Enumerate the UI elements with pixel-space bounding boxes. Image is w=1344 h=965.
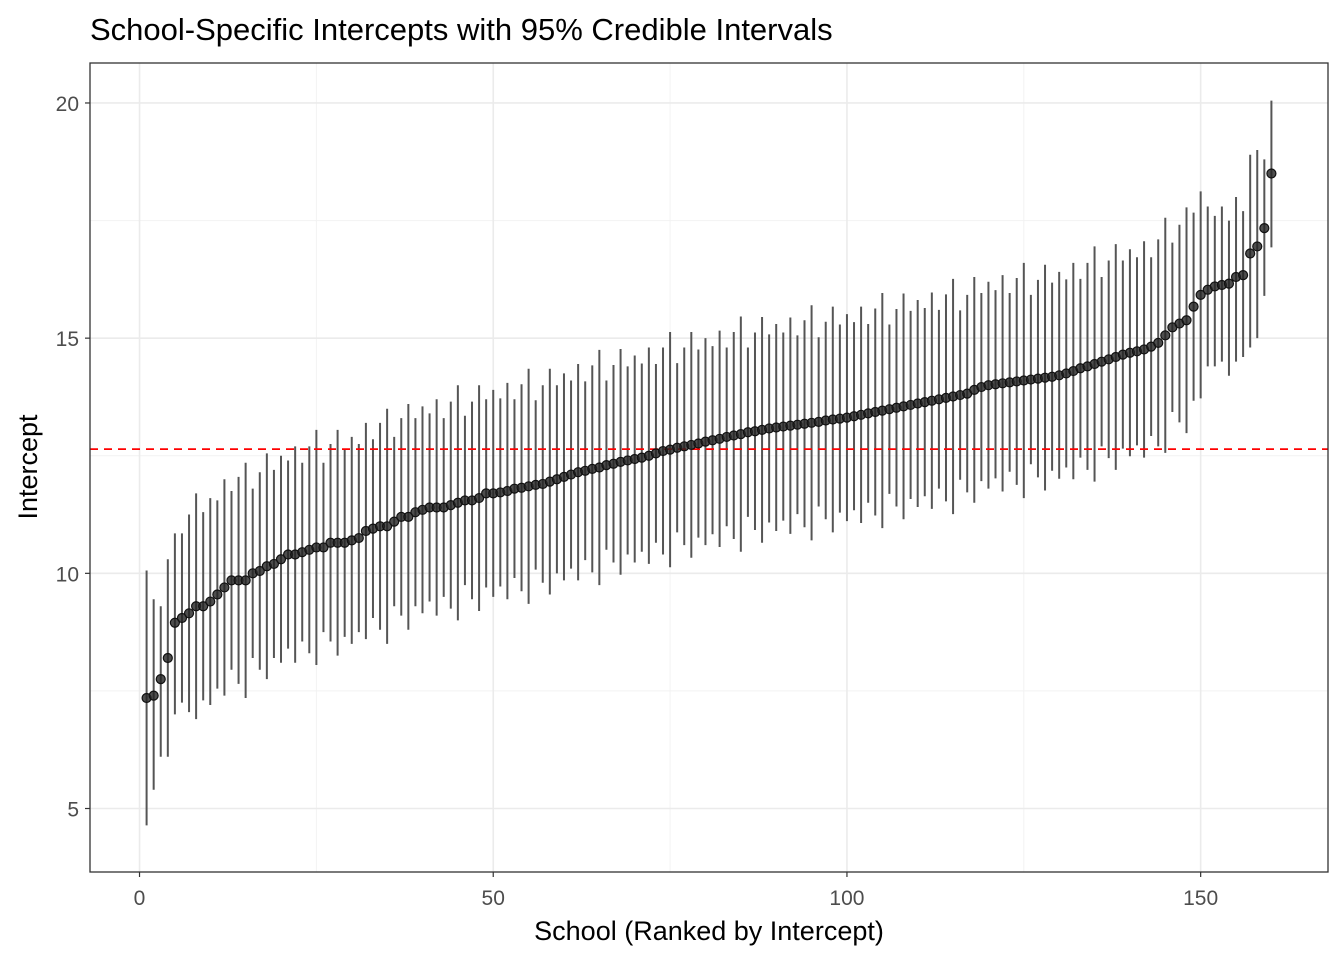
y-tick-label: 10 <box>56 563 79 586</box>
intercept-point <box>1223 278 1235 289</box>
grid <box>90 63 1328 872</box>
intercept-point <box>1181 315 1192 326</box>
x-tick-label: 0 <box>134 887 146 910</box>
intercept-point <box>183 608 195 619</box>
x-tick-label: 50 <box>482 887 505 910</box>
intercept-point <box>212 589 223 600</box>
intercept-point <box>1188 301 1199 312</box>
intercept-point <box>148 690 159 701</box>
intercept-point <box>382 521 393 532</box>
intercept-point <box>275 554 287 565</box>
y-axis-label: Intercept <box>13 414 43 520</box>
intercept-point <box>1245 248 1256 259</box>
y-axis: 5 10 15 20 <box>56 93 90 822</box>
intercept-point <box>169 617 180 628</box>
credible-intervals <box>145 100 1273 826</box>
intercept-point <box>318 542 329 553</box>
x-axis: 0 50 100 150 <box>134 872 1218 910</box>
intercept-point <box>473 492 485 504</box>
intercept-point <box>1195 289 1206 300</box>
y-tick-label: 20 <box>56 93 79 116</box>
y-tick-label: 5 <box>67 799 79 822</box>
intercept-point <box>403 511 414 522</box>
intercept-point <box>176 612 188 624</box>
x-axis-label: School (Ranked by Intercept) <box>534 916 884 946</box>
y-tick-label: 15 <box>56 328 79 351</box>
x-tick-label: 100 <box>829 887 864 910</box>
intercept-point <box>155 674 166 685</box>
intercept-point <box>1160 330 1171 341</box>
intercept-point <box>1153 337 1164 348</box>
intercept-point <box>353 532 364 544</box>
intercept-point <box>1252 241 1263 252</box>
chart-title: School-Specific Intercepts with 95% Cred… <box>90 12 833 47</box>
intercept-point <box>389 516 400 527</box>
intercept-point <box>1266 168 1277 179</box>
intercept-points <box>141 168 1277 704</box>
plot-panel-border <box>89 62 1329 873</box>
intercept-point <box>205 596 216 607</box>
intercept-point <box>198 601 209 612</box>
intercept-point <box>1259 222 1270 234</box>
intercept-point <box>1238 270 1249 281</box>
intercept-point <box>240 575 251 586</box>
intercept-point <box>219 582 230 593</box>
intercept-point <box>162 652 173 664</box>
intercept-point <box>254 565 265 577</box>
intercept-point <box>268 558 280 570</box>
x-tick-label: 150 <box>1183 887 1218 910</box>
